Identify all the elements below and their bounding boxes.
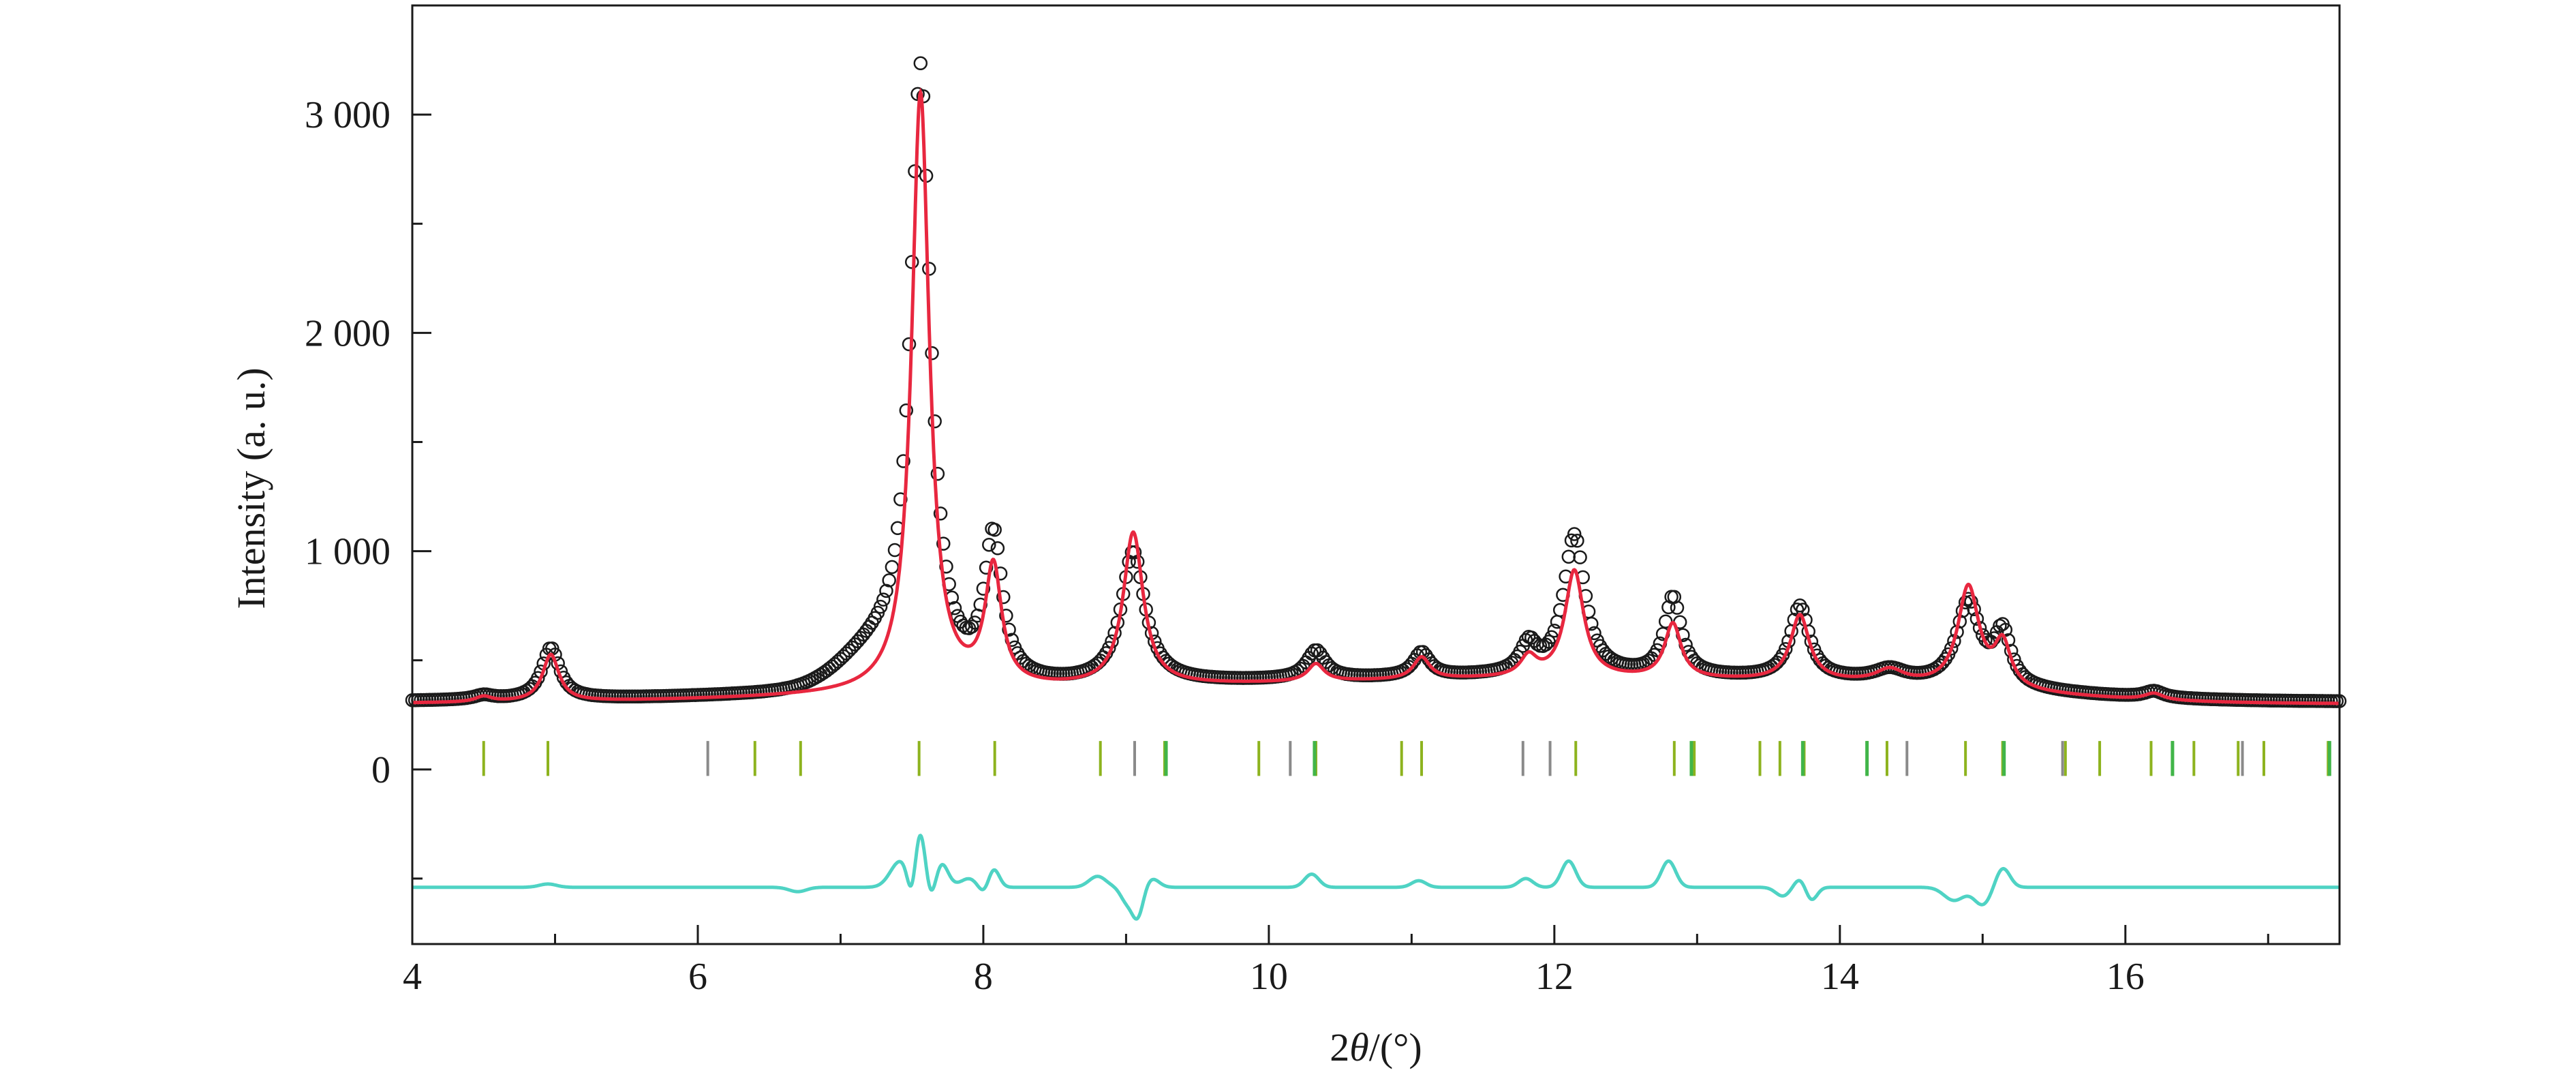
x-axis-label: 2θ/(°)	[1330, 1025, 1422, 1069]
observed-point	[1567, 527, 1582, 541]
observed-point	[876, 592, 891, 607]
observed-point	[1561, 549, 1576, 564]
observed-point	[1792, 598, 1807, 613]
observed-point	[1978, 633, 1993, 648]
x-tick-label: 10	[1250, 956, 1288, 998]
observed-point	[1944, 641, 1959, 656]
observed-point	[913, 56, 928, 71]
y-tick-label: 3 000	[305, 94, 390, 136]
difference-curve-group	[412, 833, 2340, 921]
observed-point	[927, 414, 942, 429]
observed-point	[879, 583, 893, 598]
plot-frame	[411, 4, 2341, 945]
calculated-curve-group	[412, 87, 2340, 705]
x-tick-label: 8	[974, 956, 993, 998]
x-axis-label-theta: θ	[1349, 1025, 1369, 1069]
observed-point	[873, 599, 888, 614]
observed-point	[996, 590, 1011, 605]
x-tick-label: 16	[2106, 956, 2145, 998]
observed-point	[982, 537, 996, 552]
observed-point	[882, 573, 896, 588]
x-tick-label: 14	[1821, 956, 1859, 998]
observed-point	[993, 566, 1008, 581]
y-axis-label: Intensity (a. u.)	[229, 367, 273, 609]
observed-point	[904, 255, 919, 269]
observed-point	[1958, 595, 1973, 610]
difference-curve	[412, 833, 2340, 921]
axes-group: 4 6 8 10 12 14 16 0 1 000 2 000 3 000	[305, 4, 2341, 998]
calculated-curve	[412, 87, 2340, 705]
observed-point	[964, 619, 979, 634]
observed-point	[1564, 533, 1579, 548]
observed-point	[1002, 622, 1016, 637]
observed-point	[1570, 534, 1584, 548]
observed-point	[999, 609, 1013, 623]
observed-point	[979, 560, 994, 575]
observed-point	[990, 541, 1005, 556]
y-tick-label: 1 000	[305, 531, 390, 573]
observed-point	[976, 581, 991, 596]
observed-point	[925, 346, 939, 361]
x-axis-label-unit: /(°)	[1369, 1025, 1422, 1069]
observed-data-points	[405, 56, 2347, 708]
observed-point	[936, 536, 951, 551]
observed-point	[933, 506, 948, 521]
observed-point	[899, 403, 914, 418]
observed-point	[1573, 550, 1587, 564]
observed-point	[885, 560, 900, 575]
x-tick-label: 6	[688, 956, 707, 998]
observed-point	[902, 337, 917, 352]
y-tick-label: 2 000	[305, 312, 390, 354]
observed-point	[1964, 594, 1978, 609]
x-axis-label-prefix: 2	[1330, 1025, 1349, 1069]
y-tick-label: 0	[371, 749, 390, 791]
x-tick-label: 4	[403, 956, 422, 998]
observed-point	[930, 466, 945, 481]
observed-point	[896, 454, 910, 468]
reflection-tick-marks	[482, 741, 2331, 776]
observed-point	[1670, 601, 1685, 615]
observed-point	[1661, 600, 1676, 615]
observed-point	[987, 523, 1002, 537]
observed-point	[887, 543, 902, 558]
x-tick-label: 12	[1535, 956, 1574, 998]
